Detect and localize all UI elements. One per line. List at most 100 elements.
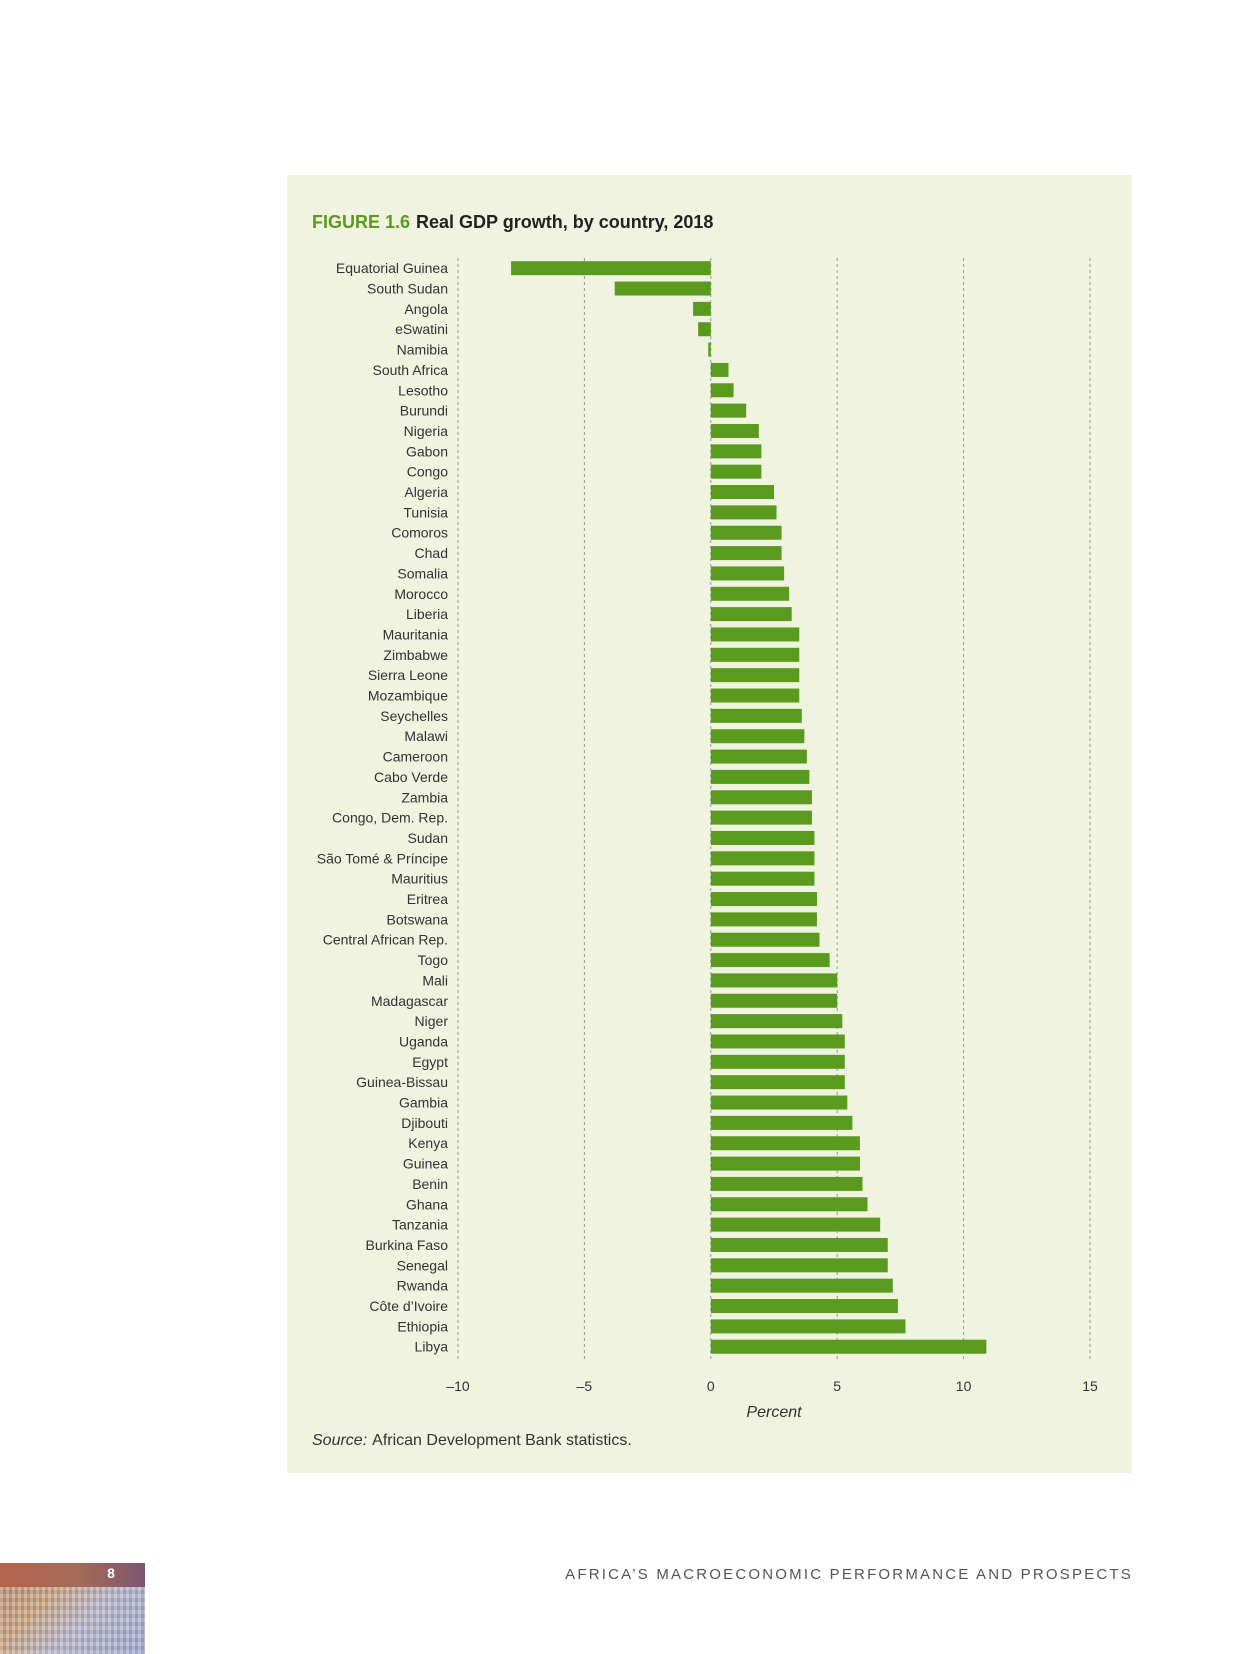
category-label: Senegal <box>397 1257 448 1273</box>
category-label: Ethiopia <box>397 1318 448 1334</box>
category-label: Congo <box>407 464 448 480</box>
bar <box>614 281 711 296</box>
category-label: South Sudan <box>367 281 448 297</box>
bar <box>710 1258 888 1273</box>
category-label: Cameroon <box>383 749 448 765</box>
bar <box>710 1075 845 1090</box>
category-label: Comoros <box>391 525 448 541</box>
bar <box>710 1136 860 1151</box>
bar <box>710 932 820 947</box>
x-tick-label: 5 <box>833 1378 841 1394</box>
category-label: São Tomé & Príncipe <box>317 850 448 866</box>
category-label: Côte d’Ivoire <box>369 1298 448 1314</box>
source-text: African Development Bank statistics. <box>372 1432 632 1449</box>
category-label: Egypt <box>412 1054 448 1070</box>
category-label: Nigeria <box>404 423 449 439</box>
category-label: Mali <box>422 972 448 988</box>
x-tick-label: 10 <box>956 1378 972 1394</box>
bar <box>710 1176 863 1191</box>
bar <box>710 912 817 927</box>
bar <box>710 871 815 886</box>
bar <box>710 505 777 520</box>
x-tick-label: 0 <box>707 1378 715 1394</box>
category-label: Mauritania <box>383 626 449 642</box>
category-label: Central African Rep. <box>323 932 448 948</box>
category-label: Benin <box>412 1176 448 1192</box>
bar <box>710 403 747 418</box>
category-label: Somalia <box>397 565 448 581</box>
category-label: Algeria <box>404 484 448 500</box>
bars <box>511 261 987 1354</box>
bar <box>710 566 785 581</box>
bar <box>710 810 812 825</box>
category-label: Uganda <box>399 1033 448 1049</box>
bar <box>710 790 812 805</box>
category-label: Togo <box>418 952 449 968</box>
bar <box>710 749 807 764</box>
bar <box>710 993 838 1008</box>
bar <box>710 1095 848 1110</box>
source-note: Source: African Development Bank statisti… <box>312 1432 632 1450</box>
bar <box>710 1339 987 1354</box>
bar <box>710 688 800 703</box>
category-label: Ghana <box>406 1196 448 1212</box>
x-tick-label: –10 <box>446 1378 470 1394</box>
bar <box>710 708 802 723</box>
bar <box>698 322 711 337</box>
category-label: Zimbabwe <box>383 647 448 663</box>
bar <box>710 485 774 500</box>
figure-label: FIGURE 1.6 <box>312 212 411 232</box>
bar <box>710 729 805 744</box>
page-tab-decoration <box>0 1563 145 1654</box>
x-tick-label: –5 <box>577 1378 593 1394</box>
bar <box>710 647 800 662</box>
category-label: Tunisia <box>403 504 448 520</box>
category-label: Rwanda <box>397 1278 449 1294</box>
page-tab-band <box>0 1563 145 1587</box>
category-label: Gabon <box>406 443 448 459</box>
category-label: Chad <box>415 545 448 561</box>
bar <box>710 444 762 459</box>
bar <box>710 892 817 907</box>
bar <box>710 383 734 398</box>
bar <box>710 668 800 683</box>
x-tick-label: 15 <box>1082 1378 1098 1394</box>
category-label: Madagascar <box>371 993 448 1009</box>
figure-title: FIGURE 1.6 Real GDP growth, by country, 2… <box>312 212 713 233</box>
bar <box>710 1278 893 1293</box>
category-labels: Equatorial Guinea South Sudan Angola eSwati… <box>317 260 449 1355</box>
bar <box>710 423 759 438</box>
woven-texture <box>0 1587 145 1654</box>
bar <box>710 1237 888 1252</box>
bar <box>710 627 800 642</box>
category-label: Gambia <box>399 1095 448 1111</box>
category-label: Niger <box>415 1013 449 1029</box>
figure-panel <box>287 175 1132 1473</box>
category-label: Namibia <box>397 342 449 358</box>
bar <box>710 1156 860 1171</box>
category-label: Mauritius <box>391 871 448 887</box>
category-label: Eritrea <box>407 891 448 907</box>
source-label: Source: <box>312 1432 368 1449</box>
bar <box>708 342 711 357</box>
category-label: Zambia <box>401 789 448 805</box>
category-label: Mozambique <box>368 688 448 704</box>
running-title: AFRICA’S MACROECONOMIC PERFORMANCE AND P… <box>565 1566 1133 1583</box>
bar <box>710 973 838 988</box>
bar <box>710 1319 906 1334</box>
category-label: Cabo Verde <box>374 769 448 785</box>
bar <box>710 830 815 845</box>
category-label: Morocco <box>394 586 448 602</box>
bar <box>710 953 830 968</box>
bar <box>710 586 790 601</box>
category-label: Sierra Leone <box>368 667 448 683</box>
category-label: Burkina Faso <box>366 1237 449 1253</box>
category-label: Sudan <box>408 830 448 846</box>
x-axis-title: Percent <box>746 1404 802 1421</box>
category-label: Guinea <box>403 1156 448 1172</box>
category-label: Angola <box>404 301 448 317</box>
category-label: Seychelles <box>380 708 448 724</box>
x-tick-labels: –10 –5 0 5 10 15 <box>446 1378 1098 1394</box>
bar <box>710 362 729 377</box>
